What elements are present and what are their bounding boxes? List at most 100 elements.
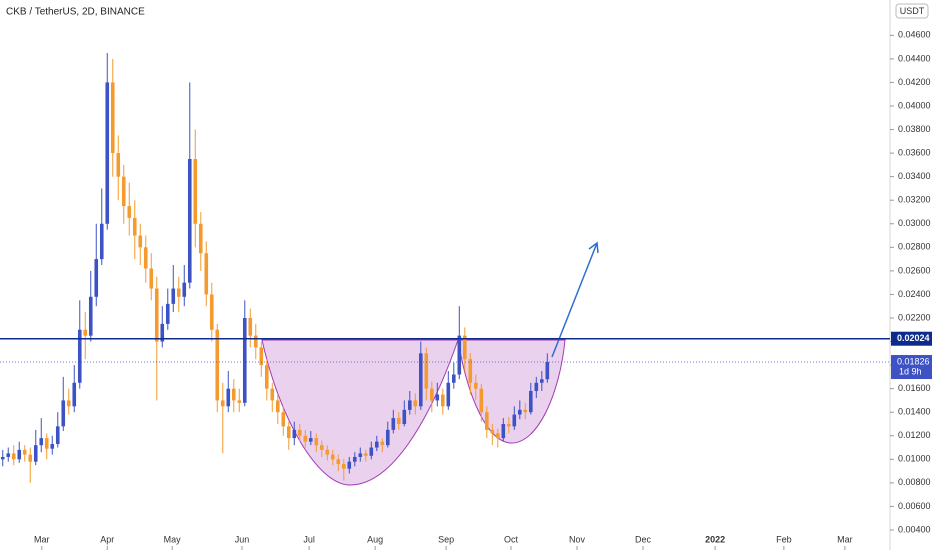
candle-body [523,409,528,413]
candle-body [154,288,159,342]
y-tick-label: 0.00800 [898,477,931,487]
candle-body [474,382,478,389]
x-tick-label: Mar [837,534,853,544]
x-tick-label: Feb [776,534,792,544]
candle-body [380,441,385,446]
x-tick-label: Dec [635,534,652,544]
candle-body [446,382,451,407]
candle-body [336,459,341,465]
candle-body [413,400,418,407]
x-tick-label: Jul [303,534,315,544]
y-tick-label: 0.02600 [898,265,931,275]
candle-body [6,453,11,457]
candle-body [512,414,517,427]
candle-body [275,400,280,413]
y-tick-label: 0.04200 [898,77,931,87]
candle-body [248,317,253,336]
candle-body [534,382,539,392]
candle-body [259,347,264,366]
candle-body [485,412,489,430]
candle-body [171,288,176,304]
y-tick-label: 0.02400 [898,289,931,299]
candle-body [325,449,330,455]
candle-body [253,335,258,348]
candle-body [418,353,423,407]
candle-body [347,461,352,469]
candle-body [110,82,115,154]
candle-body [83,329,88,336]
candle-body [330,454,335,460]
currency-box[interactable] [895,3,929,19]
candle-body [468,359,473,383]
y-tick-label: 0.03800 [898,124,931,134]
level-label: 0.02024 [897,333,930,343]
candle-body [496,433,500,439]
candle-body [11,453,16,460]
candle-body [237,400,242,403]
candle-body [22,449,27,455]
candle-body [490,429,495,434]
x-tick-label: Sep [438,534,454,544]
candle-body [501,423,506,439]
y-tick-label: 0.01600 [898,383,931,393]
candle-body [33,445,38,462]
candle-body [303,435,308,442]
candle-body [160,323,165,342]
candle-body [518,409,522,415]
y-tick-label: 0.01400 [898,407,931,417]
candle-body [407,400,412,410]
arrow-head [588,241,599,254]
candle-body [138,235,143,248]
y-tick-label: 0.03000 [898,218,931,228]
candle-body [165,303,170,324]
candle-body [297,429,302,436]
candle-body [529,391,533,413]
candle-body [319,445,324,450]
candle-body [440,394,445,407]
candle-body [220,400,225,407]
currency[interactable]: USDT [900,6,925,16]
candle-body [391,418,396,430]
candle-body [143,247,148,269]
candle-body [50,444,55,449]
y-tick-label: 0.03600 [898,147,931,157]
candle-body [94,259,99,297]
candle-body [105,82,110,224]
candle-body [358,453,363,457]
candle-body [204,253,209,295]
y-tick-label: 0.04600 [898,30,931,40]
candle-body [99,223,104,260]
candle-body [55,426,60,445]
candle-body [424,353,429,389]
level-label-box [891,331,932,346]
candle-body [215,329,220,401]
candle-body [0,456,5,460]
candle-body [286,426,291,439]
candle-body [182,282,187,297]
candle-body [402,409,407,424]
last-price-box [891,355,932,380]
candle-body [369,447,374,456]
candle-body [314,438,319,446]
candle-body [226,388,231,407]
candle-body [435,394,440,401]
candle-body [308,438,313,442]
y-tick-label: 0.04000 [898,100,931,110]
x-tick-label: Jun [235,534,250,544]
candle-body [121,176,126,207]
candle-body [385,429,390,446]
x-tick-label: Mar [34,534,50,544]
candle-body [132,217,137,236]
last-price-label: 0.01826 [897,356,930,366]
candle-body [127,206,132,218]
candle-body [88,296,93,336]
x-tick-label: Oct [504,534,519,544]
candle-body [193,158,198,224]
x-tick-label: 2022 [705,534,725,544]
x-tick-label: May [164,534,182,544]
candle-body [72,382,77,407]
candle-body [149,268,154,289]
candle-body [374,441,379,448]
